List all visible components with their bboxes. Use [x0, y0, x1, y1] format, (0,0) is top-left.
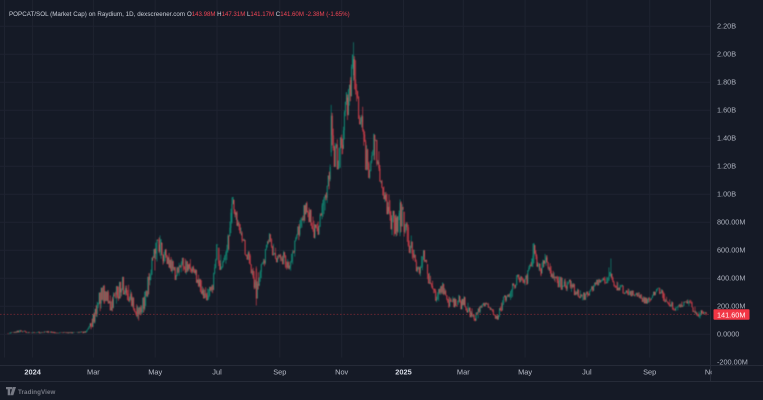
- svg-text:Sep: Sep: [643, 367, 656, 376]
- svg-text:May: May: [518, 367, 532, 376]
- svg-text:1.40B: 1.40B: [717, 134, 736, 143]
- svg-text:Jul: Jul: [212, 367, 222, 376]
- svg-text:0.0000: 0.0000: [717, 330, 739, 339]
- svg-text:Mar: Mar: [457, 367, 470, 376]
- svg-text:O143.98M H147.31M L141.17M C14: O143.98M H147.31M L141.17M C141.60M -2.3…: [187, 11, 350, 18]
- svg-text:600.00M: 600.00M: [717, 246, 745, 255]
- svg-text:2025: 2025: [395, 367, 411, 376]
- svg-text:200.00M: 200.00M: [717, 302, 745, 311]
- svg-text:-200.00M: -200.00M: [717, 358, 748, 367]
- svg-text:Nov: Nov: [705, 367, 718, 376]
- svg-text:Nov: Nov: [335, 367, 348, 376]
- svg-text:1.00B: 1.00B: [717, 190, 736, 199]
- svg-text:141.60M: 141.60M: [717, 310, 745, 319]
- svg-text:1.20B: 1.20B: [717, 162, 736, 171]
- svg-text:2.20B: 2.20B: [717, 22, 736, 31]
- svg-text:2.00B: 2.00B: [717, 50, 736, 59]
- svg-text:400.00M: 400.00M: [717, 274, 745, 283]
- svg-text:Sep: Sep: [273, 367, 286, 376]
- svg-text:2024: 2024: [24, 367, 41, 376]
- svg-text:1.80B: 1.80B: [717, 78, 736, 87]
- svg-text:1.60B: 1.60B: [717, 106, 736, 115]
- svg-text:Mar: Mar: [87, 367, 100, 376]
- svg-text:May: May: [148, 367, 162, 376]
- svg-text:TradingView: TradingView: [18, 389, 56, 396]
- svg-text:800.00M: 800.00M: [717, 218, 745, 227]
- svg-text:POPCAT/SOL (Market Cap) on Ray: POPCAT/SOL (Market Cap) on Raydium, 1D, …: [9, 11, 185, 18]
- svg-text:Jul: Jul: [582, 367, 592, 376]
